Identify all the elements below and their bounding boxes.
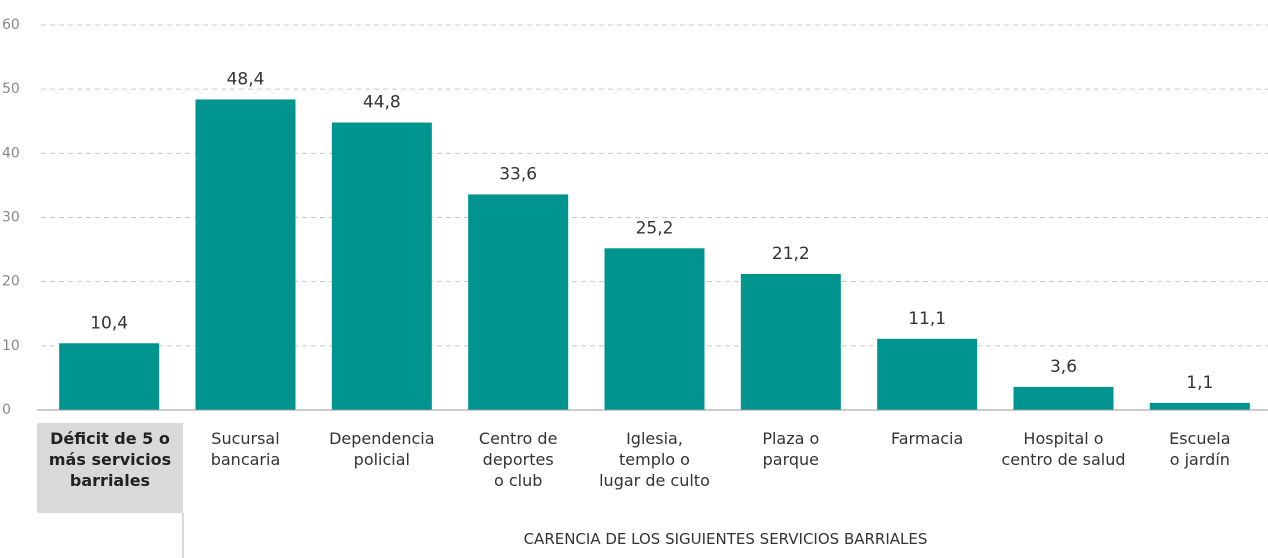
bar (1149, 402, 1250, 410)
y-tick-label: 40 (2, 145, 20, 161)
y-tick-label: 60 (2, 17, 20, 33)
value-label: 33,6 (499, 164, 537, 184)
bar (331, 122, 432, 411)
value-label: 25,2 (636, 218, 674, 238)
bar (1013, 386, 1114, 410)
x-tick-label: Centro de deportes o club (478, 429, 558, 490)
bar (877, 338, 978, 410)
y-tick-label: 10 (2, 338, 20, 354)
y-tick-label: 30 (2, 210, 20, 226)
value-label: 21,2 (772, 244, 810, 264)
value-label: 10,4 (90, 313, 128, 333)
x-tick-label: Farmacia (891, 429, 964, 448)
x-tick-label: Sucursal bancaria (210, 429, 281, 469)
y-tick-label: 50 (2, 81, 20, 97)
x-tick-label: Hospital o centro de salud (1001, 429, 1126, 469)
x-tick-label: Plaza o parque (762, 429, 820, 469)
value-label: 44,8 (363, 93, 401, 113)
bar (195, 99, 296, 410)
x-tick-label: Dependencia policial (329, 429, 435, 469)
bar (604, 248, 705, 410)
x-tick-label: Déficit de 5 o más servicios barriales (37, 423, 183, 513)
value-label: 3,6 (1050, 357, 1077, 377)
x-axis-label: CARENCIA DE LOS SIGUIENTES SERVICIOS BAR… (523, 530, 928, 548)
value-label: 48,4 (227, 69, 265, 89)
x-tick-label: Iglesia, templo o lugar de culto (599, 429, 710, 490)
y-tick-label: 0 (2, 402, 11, 418)
y-tick-label: 20 (2, 274, 20, 290)
x-tick-label: Escuela o jardín (1169, 429, 1231, 469)
value-label: 1,1 (1186, 373, 1213, 393)
bar (468, 194, 569, 410)
bar (59, 343, 160, 410)
bar (740, 273, 841, 410)
value-label: 11,1 (908, 309, 946, 329)
